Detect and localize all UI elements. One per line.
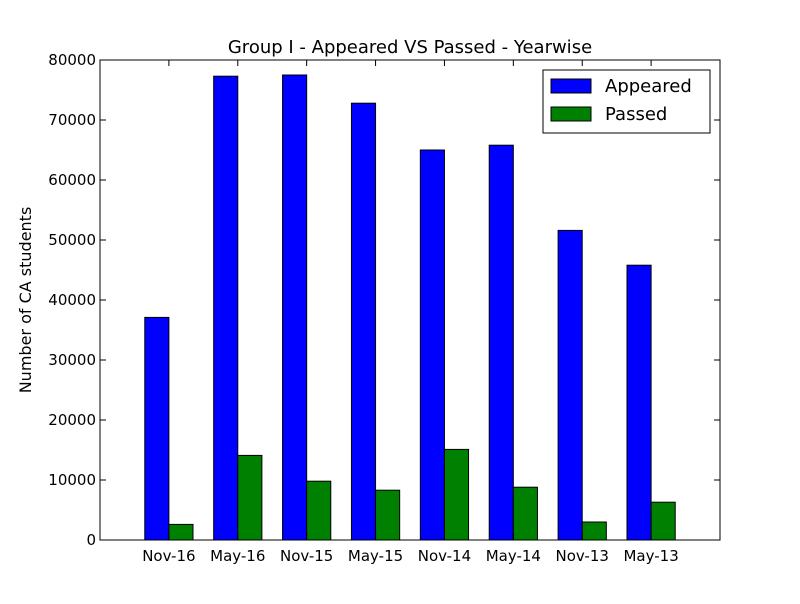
bar-appeared-may-13 (626, 264, 652, 541)
bar-appeared-nov-15 (282, 74, 308, 541)
y-tick-label: 0 (86, 531, 96, 549)
bar-appeared-nov-16 (144, 316, 170, 541)
y-tick-label: 30000 (48, 351, 96, 369)
bar-passed-nov-13 (581, 521, 607, 541)
x-tick-label: May-14 (486, 547, 541, 565)
x-tick-label: Nov-14 (418, 547, 471, 565)
y-tick-label: 50000 (48, 231, 96, 249)
bar-passed-may-16 (237, 454, 263, 541)
y-tick-label: 80000 (48, 51, 96, 69)
y-tick-label: 40000 (48, 291, 96, 309)
bar-appeared-may-16 (213, 75, 239, 541)
bar-appeared-nov-14 (419, 149, 445, 541)
y-axis-label: Number of CA students (16, 207, 35, 394)
legend-swatch-appeared (550, 78, 592, 94)
legend-label-appeared: Appeared (605, 76, 692, 97)
x-tick-label: May-13 (623, 547, 678, 565)
legend-label-passed: Passed (605, 104, 667, 125)
bar-passed-may-15 (375, 489, 401, 541)
bar-appeared-nov-13 (557, 229, 583, 541)
y-tick-label: 10000 (48, 471, 96, 489)
bar-passed-may-13 (650, 501, 676, 541)
x-tick-label: May-16 (210, 547, 265, 565)
y-tick-label: 60000 (48, 171, 96, 189)
ticks-layer: 0 10000 20000 30000 40000 50000 60000 70000 8000… (48, 51, 720, 565)
legend: Appeared Passed (542, 69, 711, 134)
y-tick-label: 70000 (48, 111, 96, 129)
bar-appeared-may-14 (488, 144, 514, 541)
bar-passed-nov-15 (306, 480, 332, 541)
bar-passed-nov-16 (168, 523, 194, 541)
bars-layer (144, 74, 676, 541)
bar-appeared-may-15 (350, 102, 377, 541)
legend-swatch-passed (550, 106, 592, 122)
x-tick-label: Nov-15 (280, 547, 333, 565)
y-tick-label: 20000 (48, 411, 96, 429)
bar-passed-may-14 (512, 486, 538, 541)
x-tick-label: Nov-16 (142, 547, 195, 565)
chart-title: Group I - Appeared VS Passed - Yearwise (228, 37, 592, 58)
x-tick-label: Nov-13 (556, 547, 609, 565)
x-tick-label: May-15 (348, 547, 403, 565)
bar-passed-nov-14 (443, 448, 470, 541)
